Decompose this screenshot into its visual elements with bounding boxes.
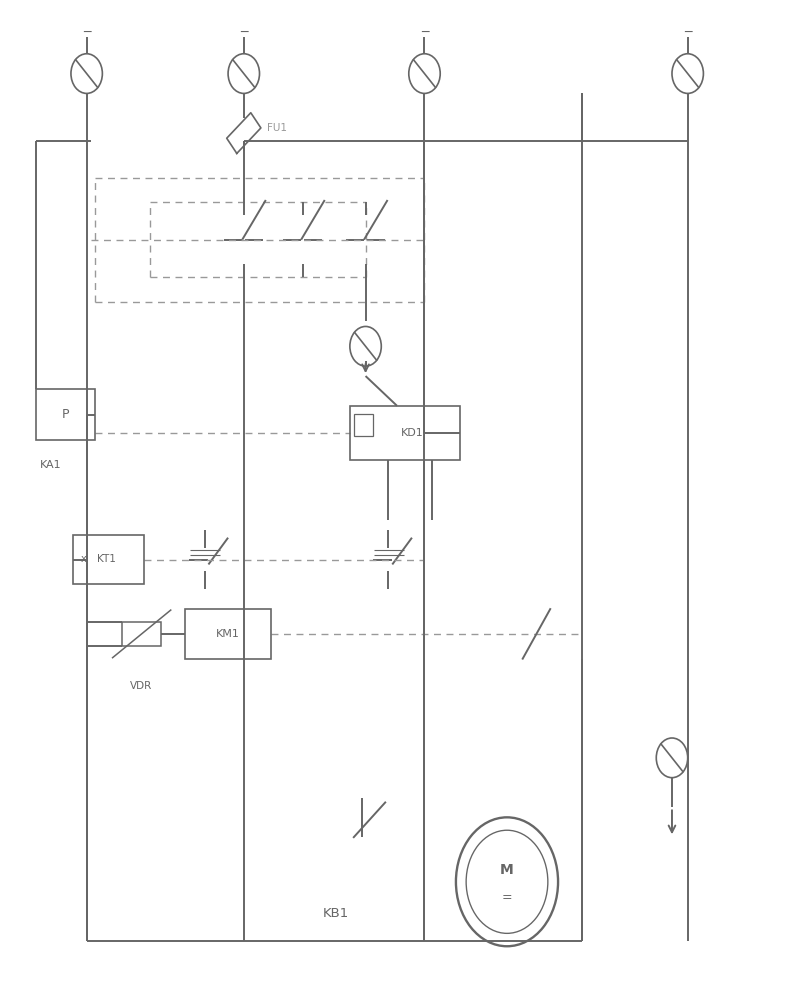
Bar <box>350 406 460 460</box>
Text: VDR: VDR <box>130 681 152 691</box>
Bar <box>354 414 373 436</box>
Text: FU1: FU1 <box>268 123 287 133</box>
Bar <box>36 389 94 440</box>
Bar <box>73 535 144 584</box>
Text: =: = <box>502 891 512 904</box>
Text: x: x <box>81 554 87 564</box>
Text: KD1: KD1 <box>401 428 424 438</box>
Text: M: M <box>500 863 514 877</box>
Text: P: P <box>61 408 69 421</box>
Text: KM1: KM1 <box>216 629 240 639</box>
Text: ─: ─ <box>240 25 248 38</box>
Text: ─: ─ <box>83 25 91 38</box>
Text: ─: ─ <box>421 25 428 38</box>
Bar <box>122 622 161 646</box>
Text: KA1: KA1 <box>40 460 61 470</box>
Text: KB1: KB1 <box>322 907 349 920</box>
Text: KT1: KT1 <box>97 554 116 564</box>
Text: ─: ─ <box>684 25 692 38</box>
Bar <box>185 609 272 659</box>
